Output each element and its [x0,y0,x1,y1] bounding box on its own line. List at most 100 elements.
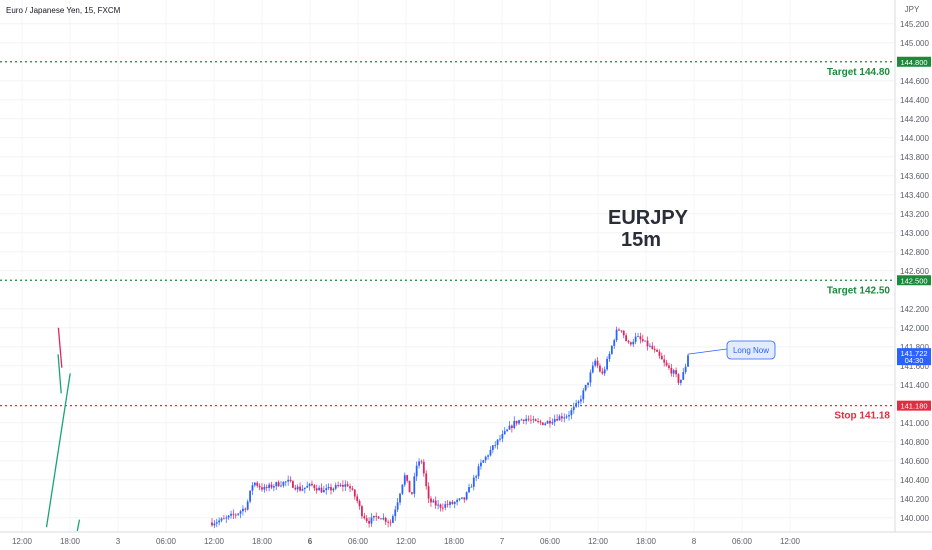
candle-body [584,384,587,391]
candle-body [553,419,556,423]
candle-body [508,425,511,430]
candle-body [268,484,271,488]
lower-trendline-extension[interactable] [76,519,81,532]
candle-body [230,513,232,516]
price-axis-title: JPY [905,5,920,14]
candle-body [237,513,240,515]
candle-body [325,488,328,491]
target1-label: Target 142.50 [827,285,891,296]
candle-body [232,513,235,515]
candle-body [615,329,618,341]
flag-upper-line[interactable] [57,327,63,368]
candle-body [330,487,332,491]
price-tick-label: 142.200 [900,305,929,314]
candle-body [596,360,599,366]
price-axis-bg [895,0,932,550]
price-axis[interactable]: JPY 145.200145.000144.600144.400144.2001… [894,0,932,550]
candle-body [620,330,623,332]
candle-body [396,502,399,510]
candle-body [646,340,649,347]
stop-price-tag-text: 141.180 [900,402,927,411]
candle-body [368,520,370,524]
candle-body [327,487,330,489]
candle-body [223,518,225,520]
candle-body [575,403,578,407]
candle-body [382,517,385,520]
candles-layer [211,326,689,528]
candle-body [494,444,497,446]
candle-body [432,500,435,503]
candle-body [337,485,340,487]
candle-body [365,518,368,521]
candle-body [591,365,594,373]
candle-body [306,486,309,488]
price-tick-label: 143.400 [900,191,929,200]
price-tick-label: 143.600 [900,172,929,181]
time-tick-label: 06:00 [540,537,561,546]
candle-body [458,498,461,500]
time-tick-label: 6 [308,537,313,546]
time-axis[interactable]: 12:00 18:00 3 06:00 12:00 18:00 6 06:00 12:00 18:… [0,531,932,546]
plot-area [0,0,895,532]
candle-body [446,504,449,506]
candle-body [641,339,644,342]
candle-body [534,419,537,422]
candle-body [239,511,242,514]
candle-body [270,484,273,488]
annotation-title-group: EURJPY 15m [608,207,689,251]
candle-body [401,484,404,494]
candle-body [463,497,466,500]
support-trendline[interactable] [45,373,71,528]
candle-body [256,482,259,486]
time-tick-label: 7 [500,537,505,546]
candle-body [627,341,630,343]
candle-body [510,425,513,428]
time-tick-label: 3 [116,537,121,546]
candle-body [453,502,456,504]
target2-label: Target 144.80 [827,67,891,78]
price-tick-label: 140.000 [900,514,929,523]
grid-layer [0,0,895,532]
price-tick-label: 141.000 [900,419,929,428]
price-tick-label: 142.800 [900,248,929,257]
candle-body [482,460,485,463]
candle-body [406,475,409,481]
candle-body [477,466,480,477]
candle-body [277,482,280,487]
candle-body [518,420,520,424]
candle-body [361,506,363,517]
last-price-countdown: 04:30 [905,356,924,365]
candle-body [449,501,451,505]
target2-price-tag [897,56,931,67]
candle-body [472,477,475,487]
candle-body [213,523,216,526]
candle-body [532,419,535,421]
callout-layer: Long Now [687,340,776,360]
candle-body [660,355,663,360]
time-tick-label: 18:00 [252,537,273,546]
candle-body [539,421,542,423]
candle-body [520,419,523,421]
candle-body [303,487,306,490]
candle-body [315,488,318,491]
time-tick-label: 12:00 [204,537,225,546]
price-tick-label: 144.200 [900,115,929,124]
candle-body [549,420,551,424]
time-tick-label: 12:00 [12,537,33,546]
candle-body [618,329,620,331]
time-tick-label: 06:00 [348,537,369,546]
candle-body [672,370,675,374]
callout-box[interactable] [726,340,776,360]
candle-body [356,496,359,501]
price-tick-label: 140.600 [900,457,929,466]
candle-body [622,330,625,336]
time-tick-label: 06:00 [156,537,177,546]
candle-body [480,462,482,467]
time-tick-label: 12:00 [396,537,417,546]
candle-body [246,501,249,510]
candle-body [320,487,323,493]
candle-body [537,421,539,422]
flag-lower-line[interactable] [57,354,62,394]
candle-body [594,360,597,366]
